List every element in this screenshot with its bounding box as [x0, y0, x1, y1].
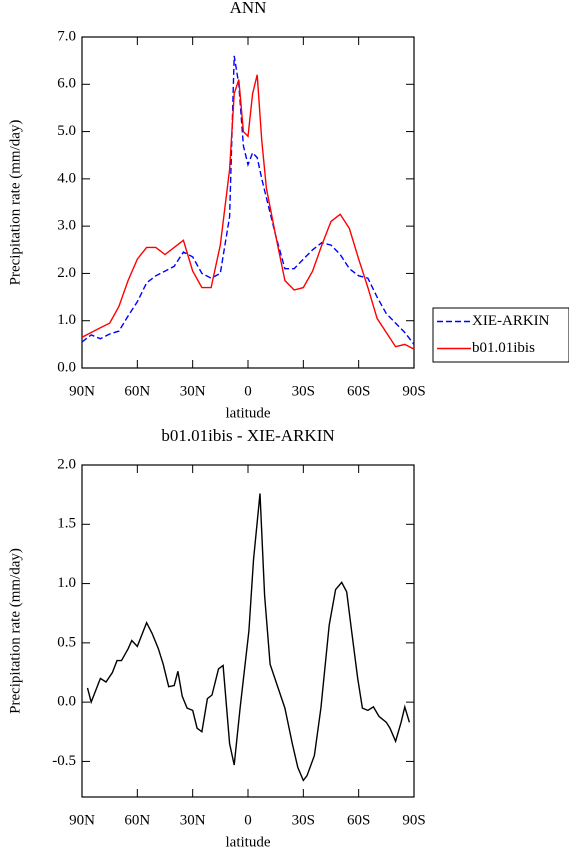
x-axis-label: latitude — [226, 834, 271, 850]
x-tick-label: 30N — [180, 812, 206, 828]
y-tick-label: 0.0 — [57, 359, 76, 375]
plot-frame — [81, 464, 415, 798]
data-line — [86, 493, 411, 782]
data-line — [81, 74, 415, 350]
y-axis-label: Precipitation rate (mm/day) — [7, 120, 23, 286]
y-tick-label: 6.0 — [57, 76, 76, 92]
legend-box — [432, 307, 569, 363]
y-tick-label: 1.0 — [57, 575, 76, 591]
legend-label: b01.01ibis — [472, 340, 535, 356]
legend-label: XIE-ARKIN — [472, 313, 550, 329]
x-tick-label: 90S — [402, 383, 425, 399]
x-tick-label: 60S — [347, 383, 370, 399]
data-line — [81, 55, 415, 345]
plot-frame — [81, 36, 415, 369]
y-tick-label: -0.5 — [52, 753, 76, 769]
x-tick-label: 60N — [124, 812, 150, 828]
y-tick-label: 2.0 — [57, 456, 76, 472]
y-tick-label: 5.0 — [57, 123, 76, 139]
y-tick-label: 0.0 — [57, 694, 76, 710]
chart-title: b01.01ibis - XIE-ARKIN — [161, 426, 334, 445]
x-tick-label: 30S — [292, 812, 315, 828]
x-tick-label: 60N — [124, 383, 150, 399]
y-tick-label: 4.0 — [57, 170, 76, 186]
x-tick-label: 90N — [69, 812, 95, 828]
y-tick-label: 1.0 — [57, 312, 76, 328]
y-tick-label: 3.0 — [57, 218, 76, 234]
y-tick-label: 0.5 — [57, 634, 76, 650]
x-tick-label: 0 — [244, 812, 252, 828]
x-tick-label: 0 — [244, 383, 252, 399]
x-tick-label: 30S — [292, 383, 315, 399]
y-axis-label: Precipitation rate (mm/day) — [7, 548, 23, 714]
x-tick-label: 90N — [69, 383, 95, 399]
x-tick-label: 90S — [402, 812, 425, 828]
y-tick-label: 1.5 — [57, 516, 76, 532]
x-tick-label: 30N — [180, 383, 206, 399]
y-tick-label: 2.0 — [57, 265, 76, 281]
y-tick-label: 7.0 — [57, 28, 76, 44]
chart-title: ANN — [230, 0, 267, 17]
x-tick-label: 60S — [347, 812, 370, 828]
x-axis-label: latitude — [226, 405, 271, 421]
